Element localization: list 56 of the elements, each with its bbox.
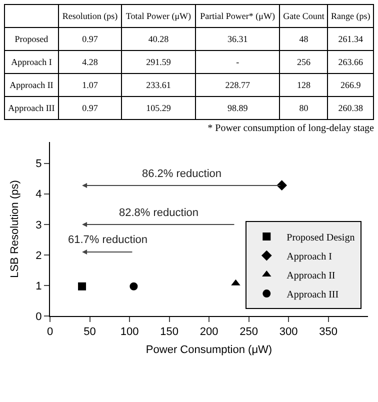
text: 263.66 [338, 57, 363, 67]
annotation: 86.2% reduction [142, 168, 222, 180]
x-tick-label: 250 [240, 326, 258, 338]
y-tick-label: 0 [36, 310, 42, 323]
category-label: Approach I [11, 57, 52, 67]
x-axis-title: Power Consumption (μW) [146, 344, 272, 356]
legend-label: Proposed Design [286, 232, 355, 244]
text: * Power consumption of long-delay stage [206, 123, 374, 134]
y-tick-label: 4 [36, 188, 42, 201]
y-axis-title: LSB Resolution (ps) [9, 180, 21, 278]
point [276, 180, 288, 191]
text: 0.97 [82, 34, 98, 44]
category-label: Resolution (ps) [58, 4, 122, 28]
category-label: Range (ps) [328, 4, 374, 28]
point [78, 282, 86, 290]
text: 98.89 [227, 103, 248, 113]
text: 80 [299, 103, 308, 113]
category-label: Approach II [10, 80, 54, 90]
text: 233.61 [146, 80, 171, 90]
legend-label: Approach I [286, 251, 332, 262]
text: 261.34 [338, 34, 363, 44]
text: 128 [296, 80, 310, 90]
text: 256 [296, 57, 310, 67]
legend-label: Approach III [286, 289, 339, 300]
text: 260.38 [338, 103, 363, 113]
text: 40.28 [148, 34, 169, 44]
legend-label: Approach II [286, 270, 336, 282]
y-tick-label: 3 [36, 219, 42, 232]
y-tick-label: 5 [36, 158, 42, 170]
text: 266.9 [340, 80, 361, 90]
x-tick-label: 200 [200, 326, 218, 338]
x-tick-label: 300 [279, 326, 298, 338]
category-label: Proposed [14, 34, 48, 44]
annotation: 61.7% reduction [68, 234, 148, 246]
point [130, 282, 138, 290]
text: 105.29 [146, 103, 171, 113]
text: 4.28 [82, 57, 98, 67]
x-tick-label: 0 [46, 326, 54, 338]
category-label: Approach III [8, 103, 55, 113]
y-tick-label: 1 [36, 280, 42, 292]
text: 48 [299, 34, 308, 44]
text: - [236, 57, 240, 67]
x-tick-label: 100 [120, 326, 139, 338]
x-tick-label: 150 [160, 326, 178, 338]
text: 228.77 [225, 80, 250, 90]
text: 36.31 [227, 34, 248, 44]
text: 291.59 [146, 57, 171, 67]
annotation: 82.8% reduction [119, 207, 198, 219]
y-tick-label: 2 [36, 250, 42, 262]
text: 1.07 [82, 80, 98, 90]
category-label: Partial Power* (μW) [195, 4, 280, 28]
category-label: Total Power (μW) [122, 4, 196, 28]
category-label: Gate Count [280, 4, 328, 28]
text: 0.97 [82, 103, 98, 113]
x-tick-label: 350 [319, 326, 338, 338]
x-tick-label: 50 [84, 326, 96, 338]
